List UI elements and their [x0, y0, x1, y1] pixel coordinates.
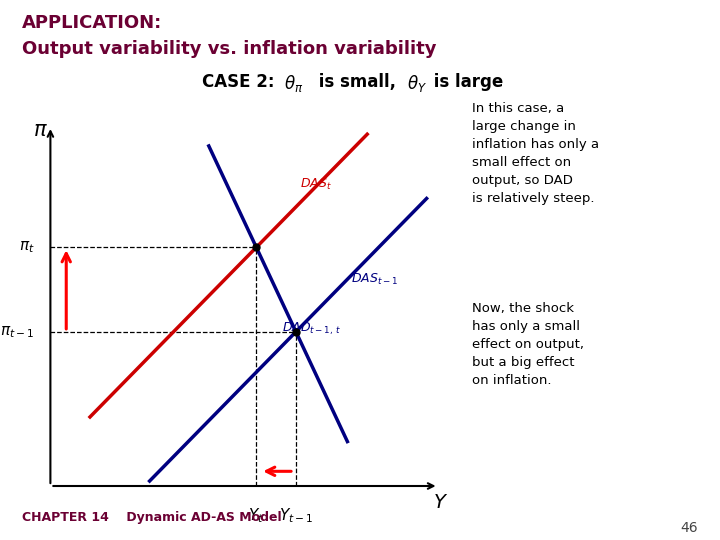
Text: Now, the shock
has only a small
effect on output,
but a big effect
on inflation.: Now, the shock has only a small effect o…: [472, 302, 584, 387]
Text: $Y_t$: $Y_t$: [248, 506, 264, 525]
Text: CASE 2:: CASE 2:: [202, 73, 280, 91]
Text: $Y$: $Y$: [433, 493, 448, 512]
Text: $DAD_{t-1,\,t}$: $DAD_{t-1,\,t}$: [282, 321, 341, 337]
Text: is large: is large: [428, 73, 504, 91]
Text: $\theta_\pi$: $\theta_\pi$: [284, 73, 304, 94]
Text: is small,: is small,: [313, 73, 408, 91]
Text: APPLICATION:: APPLICATION:: [22, 14, 162, 31]
Text: $\theta_Y$: $\theta_Y$: [407, 73, 427, 94]
Text: $DAS_t$: $DAS_t$: [300, 177, 332, 192]
Text: $Y_{t-1}$: $Y_{t-1}$: [279, 506, 313, 525]
Text: $\pi_{t-1}$: $\pi_{t-1}$: [1, 324, 35, 340]
Text: In this case, a
large change in
inflation has only a
small effect on
output, so : In this case, a large change in inflatio…: [472, 103, 599, 206]
Text: $DAS_{t-1}$: $DAS_{t-1}$: [351, 272, 398, 287]
Text: CHAPTER 14    Dynamic AD-AS Model: CHAPTER 14 Dynamic AD-AS Model: [22, 511, 282, 524]
Text: Output variability vs. inflation variability: Output variability vs. inflation variabi…: [22, 40, 436, 58]
Text: $\pi_t$: $\pi_t$: [19, 239, 35, 255]
Text: 46: 46: [681, 521, 698, 535]
Text: $\pi$: $\pi$: [33, 120, 48, 140]
